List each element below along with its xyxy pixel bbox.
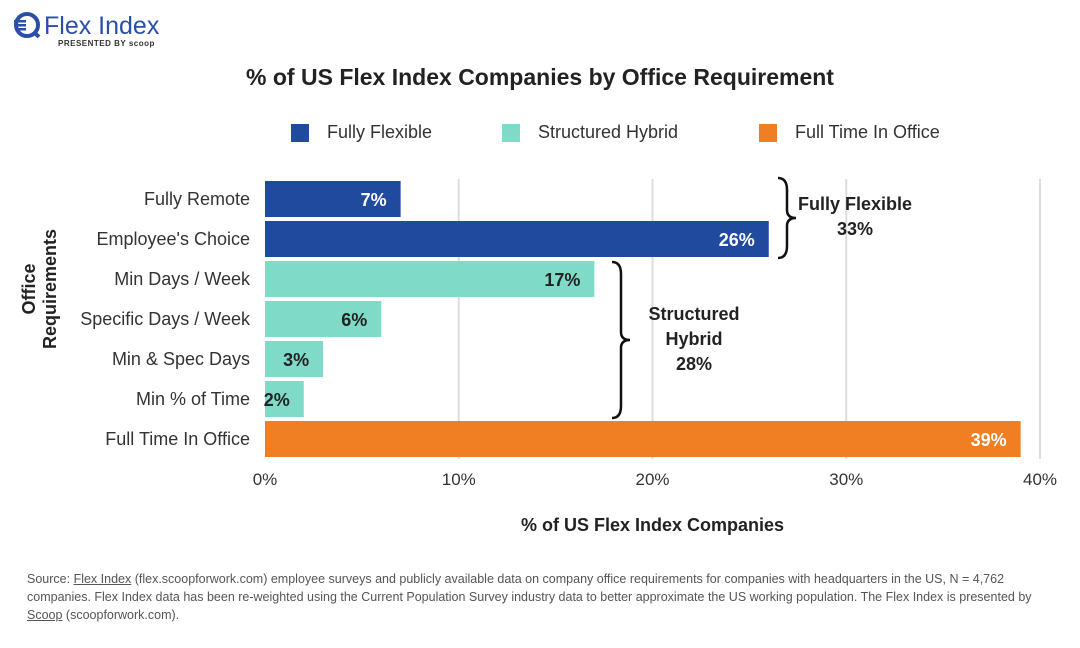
bar xyxy=(265,421,1021,457)
logo-name: Flex Index xyxy=(44,12,160,40)
flex-index-logo-icon xyxy=(14,12,41,39)
chart-title: % of US Flex Index Companies by Office R… xyxy=(246,64,834,90)
scoop-link[interactable]: Scoop xyxy=(27,608,63,622)
bar xyxy=(265,261,595,297)
legend-swatch xyxy=(291,123,309,142)
data-label: 26% xyxy=(719,230,755,250)
x-tick-label: 0% xyxy=(253,470,278,489)
legend-item-structured-hybrid: Structured Hybrid xyxy=(502,122,678,143)
x-tick-label: 30% xyxy=(829,470,863,489)
x-tick-label: 10% xyxy=(442,470,476,489)
annotation-fully-flexible: Fully Flexible 33% xyxy=(797,194,913,239)
brace-fully-flexible xyxy=(777,176,797,260)
y-tick-label: Full Time In Office xyxy=(105,429,250,449)
data-label: 3% xyxy=(283,350,309,370)
source-footnote: Source: Flex Index (flex.scoopforwork.co… xyxy=(27,572,1032,622)
bar xyxy=(265,301,382,337)
brace-structured-hybrid xyxy=(611,260,631,420)
y-tick-label: Specific Days / Week xyxy=(80,309,251,329)
legend-item-fully-flexible: Fully Flexible xyxy=(291,122,432,143)
bar xyxy=(265,221,769,257)
bar xyxy=(265,341,324,377)
data-label: 17% xyxy=(544,270,580,290)
flex-index-link[interactable]: Flex Index xyxy=(73,572,132,586)
legend-label: Structured Hybrid xyxy=(538,122,679,142)
y-tick-label: Min & Spec Days xyxy=(112,349,250,369)
bar xyxy=(265,181,401,217)
data-label: 39% xyxy=(971,430,1007,450)
legend-label: Fully Flexible xyxy=(327,122,433,142)
legend-swatch xyxy=(759,123,777,142)
legend-item-full-time: Full Time In Office xyxy=(759,122,940,143)
x-tick-label: 40% xyxy=(1023,470,1057,489)
data-label: 7% xyxy=(361,190,387,210)
x-axis-label: % of US Flex Index Companies xyxy=(520,515,785,535)
y-tick-label: Min % of Time xyxy=(136,389,250,409)
y-tick-label: Employee's Choice xyxy=(96,229,250,249)
data-label: 6% xyxy=(341,310,367,330)
logo-subtitle: PRESENTED BY scoop xyxy=(58,39,155,48)
y-tick-label: Fully Remote xyxy=(144,189,250,209)
bar xyxy=(265,381,304,417)
legend-swatch xyxy=(502,123,520,142)
annotation-structured-hybrid: Structured Hybrid 28% xyxy=(648,304,740,374)
x-tick-label: 20% xyxy=(635,470,669,489)
y-tick-label: Min Days / Week xyxy=(114,269,251,289)
data-label: 2% xyxy=(264,390,290,410)
legend-label: Full Time In Office xyxy=(795,122,940,142)
